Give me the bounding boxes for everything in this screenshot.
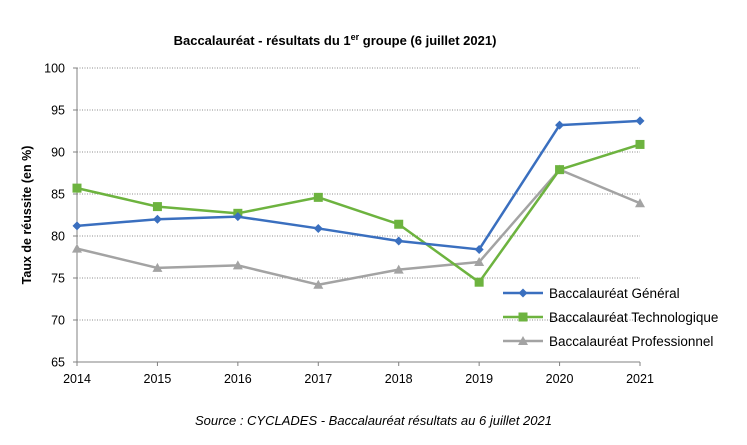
point-3-2018 — [393, 264, 404, 274]
point-2-2014 — [72, 183, 82, 193]
y-tick-65: 65 — [51, 356, 65, 370]
point-1-2016 — [233, 212, 243, 222]
x-tick-2020: 2020 — [546, 372, 574, 386]
y-tick-75: 75 — [51, 272, 65, 286]
chart-title: Baccalauréat - résultats du 1er groupe (… — [174, 32, 497, 48]
point-3-2014 — [72, 243, 82, 253]
x-tick-2019: 2019 — [465, 372, 493, 386]
point-3-2015 — [152, 262, 163, 272]
y-tick-70: 70 — [51, 314, 65, 328]
series-group — [72, 116, 645, 289]
point-1-2019 — [474, 244, 484, 254]
legend-label-3: Baccalauréat Professionnel — [549, 334, 713, 349]
x-tick-2017: 2017 — [304, 372, 332, 386]
source-note: Source : CYCLADES - Baccalauréat résulta… — [195, 413, 552, 428]
y-tick-100: 100 — [44, 62, 65, 76]
point-1-2020 — [555, 120, 565, 130]
y-tick-labels: 65 70 75 80 85 90 95 100 — [44, 62, 65, 370]
point-3-2019 — [474, 257, 485, 267]
legend-marker-3 — [518, 336, 528, 345]
point-2-2017 — [313, 192, 323, 202]
line-chart: Baccalauréat - résultats du 1er groupe (… — [20, 32, 718, 386]
y-tick-80: 80 — [51, 230, 65, 244]
point-2-2019 — [474, 277, 484, 287]
chart-title-main: Baccalauréat - résultats du 1 — [174, 33, 351, 48]
legend-label-2: Baccalauréat Technologique — [549, 310, 718, 325]
chart-title-superscript: er — [351, 32, 360, 42]
x-tick-2015: 2015 — [144, 372, 172, 386]
chart-title-rest: groupe (6 juillet 2021) — [359, 33, 496, 48]
point-3-2021 — [635, 198, 645, 208]
point-1-2015 — [152, 214, 162, 224]
series-3 — [72, 164, 645, 289]
point-1-2017 — [313, 223, 323, 233]
point-1-2018 — [394, 236, 404, 246]
axes — [73, 67, 641, 366]
point-2-2018 — [394, 219, 404, 229]
y-tick-85: 85 — [51, 188, 65, 202]
point-2-2020 — [555, 165, 565, 175]
x-tick-labels: 2014 2015 2016 2017 2018 2019 2020 2021 — [63, 372, 654, 386]
point-1-2014 — [72, 221, 82, 231]
series-line-1 — [76, 119, 641, 251]
gridlines — [77, 67, 640, 321]
y-tick-95: 95 — [51, 104, 65, 118]
point-3-2017 — [313, 279, 324, 289]
x-tick-2018: 2018 — [385, 372, 413, 386]
x-tick-2021: 2021 — [626, 372, 654, 386]
legend: Baccalauréat Général Baccalauréat Technol… — [503, 286, 718, 349]
x-tick-2016: 2016 — [224, 372, 252, 386]
y-tick-90: 90 — [51, 146, 65, 160]
point-2-2015 — [152, 202, 162, 212]
point-2-2021 — [635, 139, 645, 149]
y-axis-label: Taux de réussite (en %) — [20, 146, 34, 285]
legend-marker-2 — [518, 312, 528, 322]
legend-marker-1 — [518, 288, 528, 298]
series-line-2 — [76, 143, 641, 284]
series-1 — [72, 116, 645, 254]
series-line-3 — [76, 168, 641, 286]
x-tick-2014: 2014 — [63, 372, 91, 386]
point-1-2021 — [635, 116, 645, 126]
legend-label-1: Baccalauréat Général — [549, 286, 680, 301]
point-3-2016 — [232, 260, 243, 270]
